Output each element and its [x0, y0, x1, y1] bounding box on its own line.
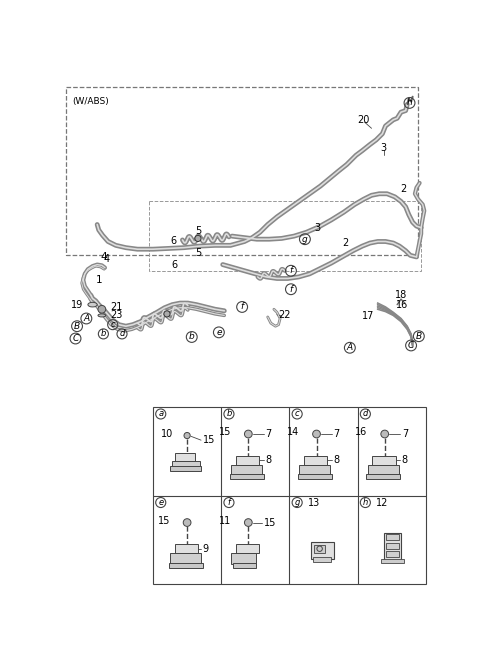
Text: f: f: [289, 285, 292, 294]
Text: 9: 9: [203, 544, 209, 554]
Text: 17: 17: [361, 311, 374, 321]
Text: 6: 6: [171, 237, 177, 247]
Text: c: c: [295, 410, 300, 418]
Circle shape: [195, 235, 201, 241]
Bar: [298, 474, 332, 479]
Text: e: e: [158, 498, 163, 507]
Text: d: d: [363, 410, 368, 418]
Text: 4: 4: [103, 254, 109, 264]
Text: 7: 7: [402, 429, 408, 439]
Bar: [385, 551, 399, 557]
Bar: [381, 559, 404, 563]
Circle shape: [184, 432, 190, 439]
Text: 8: 8: [402, 455, 408, 465]
Text: 8: 8: [334, 455, 340, 465]
Bar: [231, 553, 256, 564]
Bar: [175, 544, 198, 553]
Circle shape: [244, 519, 252, 527]
Text: 2: 2: [400, 184, 407, 194]
Text: g: g: [302, 235, 308, 243]
Text: 3: 3: [380, 142, 386, 152]
Text: c: c: [110, 320, 115, 329]
Bar: [172, 461, 200, 467]
Text: 14: 14: [287, 428, 300, 438]
Bar: [385, 534, 399, 540]
Text: A: A: [84, 314, 89, 323]
Text: 18: 18: [395, 291, 407, 301]
Text: b: b: [101, 329, 106, 338]
Bar: [231, 465, 262, 475]
Text: h: h: [407, 98, 412, 108]
Text: 16: 16: [355, 428, 368, 438]
Text: 8: 8: [265, 455, 272, 465]
Text: 5: 5: [196, 225, 202, 235]
Bar: [314, 545, 325, 553]
Circle shape: [183, 519, 191, 527]
Text: f: f: [228, 498, 230, 507]
Text: 3: 3: [314, 223, 320, 233]
Bar: [312, 557, 331, 562]
Text: f: f: [289, 266, 292, 275]
Text: f: f: [240, 303, 244, 311]
Text: 15: 15: [157, 516, 170, 526]
Text: B: B: [74, 322, 80, 331]
Text: 23: 23: [110, 310, 123, 320]
Bar: [236, 544, 259, 553]
Bar: [170, 466, 201, 471]
Text: b: b: [226, 410, 232, 418]
Circle shape: [98, 305, 106, 313]
Text: 20: 20: [358, 115, 370, 125]
Ellipse shape: [98, 314, 106, 317]
Circle shape: [381, 430, 389, 438]
Text: d: d: [120, 329, 125, 338]
Bar: [168, 563, 203, 568]
Bar: [230, 474, 264, 479]
Ellipse shape: [88, 303, 97, 307]
Text: 15: 15: [264, 517, 276, 527]
Bar: [300, 465, 330, 475]
Text: 1: 1: [96, 275, 102, 285]
Bar: [304, 456, 327, 465]
Bar: [372, 456, 396, 465]
Text: 15: 15: [203, 435, 215, 445]
Bar: [368, 465, 399, 475]
Text: 4: 4: [101, 252, 108, 262]
Text: 7: 7: [265, 429, 272, 439]
Text: C: C: [408, 341, 414, 350]
Text: A: A: [347, 343, 353, 352]
Bar: [233, 563, 256, 568]
Bar: [236, 456, 259, 465]
Bar: [311, 542, 335, 559]
Text: b: b: [189, 332, 194, 342]
Text: (W/ABS): (W/ABS): [72, 96, 109, 106]
Text: 13: 13: [308, 497, 320, 507]
Bar: [170, 553, 201, 564]
Text: 2: 2: [342, 238, 348, 248]
Text: C: C: [72, 334, 79, 343]
Circle shape: [244, 430, 252, 438]
Bar: [385, 543, 399, 549]
Text: 15: 15: [219, 428, 231, 438]
Text: 10: 10: [161, 429, 173, 439]
Text: 16: 16: [396, 300, 408, 310]
Text: 21: 21: [110, 302, 123, 312]
Text: B: B: [416, 332, 422, 340]
Text: 7: 7: [334, 429, 340, 439]
Text: h: h: [363, 498, 368, 507]
Bar: [366, 474, 400, 479]
Bar: [153, 407, 426, 584]
Circle shape: [312, 430, 321, 438]
Text: 11: 11: [219, 516, 231, 526]
Text: e: e: [216, 328, 222, 337]
Circle shape: [164, 311, 170, 317]
Bar: [175, 454, 195, 461]
Text: 12: 12: [376, 497, 389, 507]
Text: a: a: [158, 410, 163, 418]
Bar: [384, 533, 401, 561]
Text: 22: 22: [278, 310, 291, 320]
Text: g: g: [294, 498, 300, 507]
Text: 19: 19: [71, 300, 83, 310]
Text: 5: 5: [196, 248, 202, 258]
Text: 6: 6: [172, 259, 178, 269]
